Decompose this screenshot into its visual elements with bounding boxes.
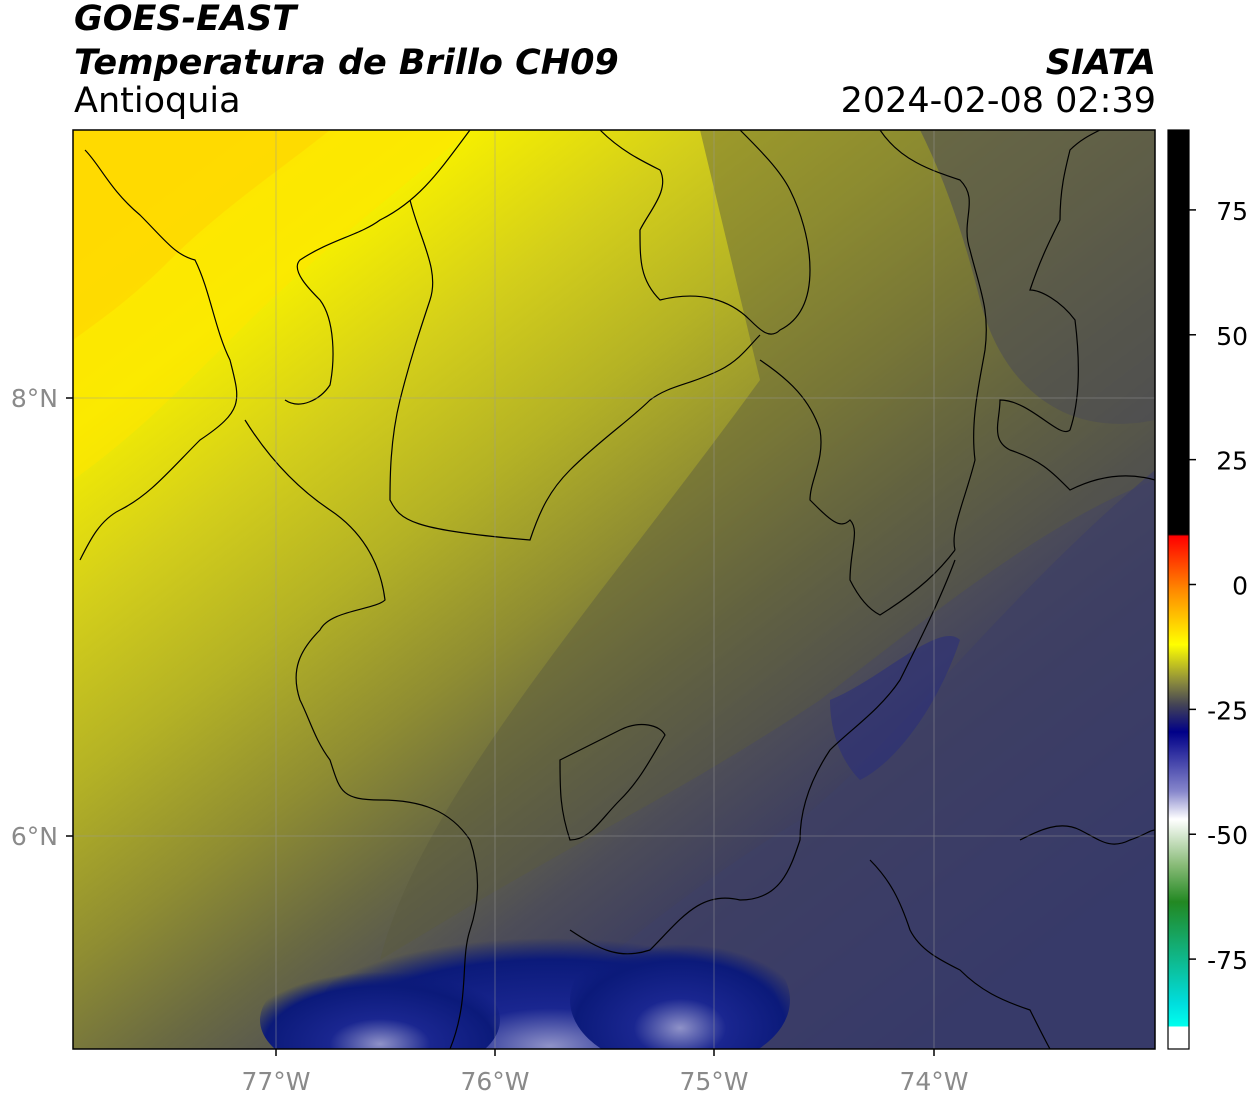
datetime-label: 2024-02-08 02:39 [840,81,1156,121]
product-title: Temperatura de Brillo CH09 [74,43,619,83]
lon-label-76w: 76°W [460,1067,529,1096]
lat-label-8n: 8°N [11,384,58,413]
colorbar-frame [1167,129,1190,1050]
axis-ticks [66,397,935,1056]
region-label: Antioquia [74,81,241,121]
colorbar-tick-label: 25 [1216,447,1248,476]
colorbar-tick-label: 0 [1232,572,1248,601]
map-frame [72,129,1156,1050]
colorbar-tick-label: -25 [1207,696,1248,725]
lat-label-6n: 6°N [11,822,58,851]
colorbar-tick-label: -50 [1207,821,1248,850]
graticule [73,130,1155,1049]
lon-label-77w: 77°W [241,1067,310,1096]
satellite-title: GOES-EAST [74,0,297,39]
lon-label-75w: 75°W [679,1067,748,1096]
agency-label: SIATA [1045,43,1156,83]
colorbar-tick-label: -75 [1207,946,1248,975]
colorbar-ticks: 75 50 25 0 -25 -50 -75 [1189,197,1248,975]
brightness-temperature-field [73,130,1155,1049]
colorbar-tick-label: 50 [1216,322,1248,351]
colorbar-tick-label: 75 [1216,197,1248,226]
lon-label-74w: 74°W [899,1067,968,1096]
boundary-lines [79,130,1155,1049]
colorbar-gradient [1168,130,1189,1049]
colorbar: 75 50 25 0 -25 -50 -75 [1167,129,1248,1050]
